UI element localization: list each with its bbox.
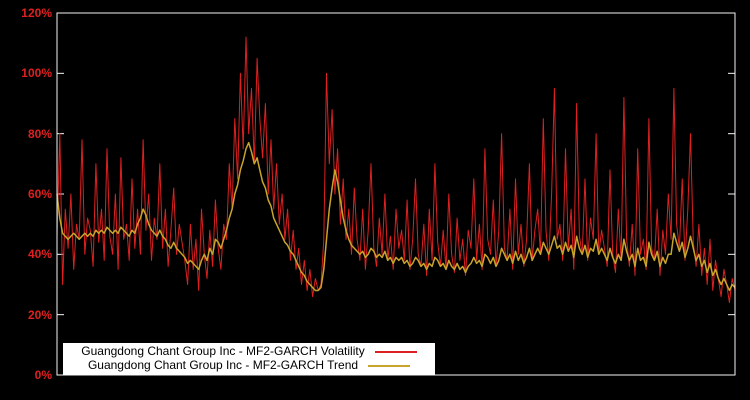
legend-label-volatility: Guangdong Chant Group Inc - MF2-GARCH Vo… (81, 344, 365, 358)
y-tick-label: 0% (34, 368, 52, 382)
y-tick-label: 40% (27, 247, 52, 262)
legend-item-volatility: Guangdong Chant Group Inc - MF2-GARCH Vo… (63, 345, 435, 358)
legend: Guangdong Chant Group Inc - MF2-GARCH Vo… (63, 343, 435, 375)
trend-line-swatch (368, 364, 411, 367)
y-tick-label: 20% (27, 307, 52, 322)
volatility-line (56, 36, 736, 304)
y-tick-label: 120% (21, 6, 52, 20)
plot-border (56, 12, 736, 376)
y-tick-label: 80% (27, 126, 52, 141)
y-tick-label: 60% (27, 187, 52, 201)
volatility-line-swatch (374, 350, 417, 353)
legend-label-trend: Guangdong Chant Group Inc - MF2-GARCH Tr… (87, 358, 359, 372)
trend-line (56, 141, 736, 292)
y-tick-label: 100% (21, 66, 52, 81)
legend-item-trend: Guangdong Chant Group Inc - MF2-GARCH Tr… (63, 359, 435, 372)
